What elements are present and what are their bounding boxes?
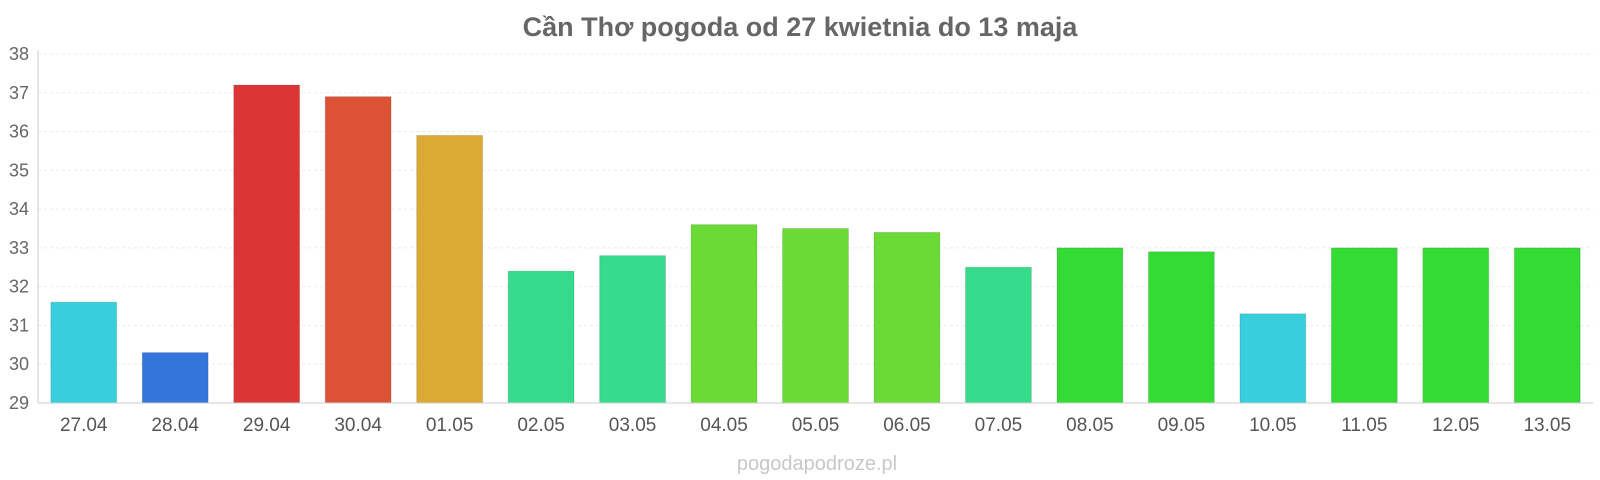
bar (1239, 313, 1307, 404)
y-tick-label: 34 (9, 199, 29, 219)
bars (50, 84, 1581, 404)
x-tick-label: 03.05 (609, 415, 657, 436)
x-tick-label: 09.05 (1158, 415, 1206, 436)
bar (50, 301, 118, 404)
x-tick-label: 02.05 (517, 415, 565, 436)
x-tick-label: 06.05 (883, 415, 931, 436)
x-tick-label: 11.05 (1341, 415, 1387, 436)
bar (233, 84, 301, 404)
x-tick-label: 08.05 (1066, 415, 1114, 436)
bar (1513, 247, 1581, 404)
bar (141, 352, 209, 404)
x-tick-label: 12.05 (1432, 415, 1480, 436)
bar (1056, 247, 1124, 404)
y-tick-label: 35 (9, 160, 29, 180)
x-tick-label: 10.05 (1249, 415, 1297, 436)
x-tick-label: 05.05 (792, 415, 840, 436)
y-tick-label: 31 (9, 315, 29, 335)
y-tick-label: 32 (9, 277, 29, 297)
bar (599, 255, 666, 404)
y-tick-label: 29 (9, 393, 29, 413)
bar (416, 134, 484, 404)
y-tick-label: 38 (9, 44, 29, 64)
x-tick-label: 01.05 (426, 415, 474, 436)
watermark: pogodapodroze.pl (737, 453, 897, 475)
y-tick-label: 33 (9, 238, 29, 258)
bar (507, 270, 575, 404)
bar (324, 96, 392, 404)
bar (873, 231, 941, 404)
x-tick-label: 29.04 (243, 415, 291, 436)
x-tick-label: 13.05 (1523, 415, 1571, 436)
x-tick-label: 30.04 (334, 415, 382, 436)
axes (37, 50, 1593, 404)
y-tick-label: 36 (9, 122, 29, 142)
y-axis-ticks: 29 30 31 32 33 34 35 36 37 38 (9, 44, 29, 413)
x-tick-label: 28.04 (151, 415, 199, 436)
x-axis-ticks: 27.04 28.04 29.04 30.04 01.05 02.05 03.05 04.05… (60, 415, 1571, 436)
bar (1330, 247, 1398, 404)
bar (690, 224, 758, 404)
bar (782, 228, 849, 404)
x-tick-label: 07.05 (975, 415, 1023, 436)
y-tick-label: 37 (9, 83, 29, 103)
y-tick-label: 30 (9, 354, 29, 374)
bar (1422, 247, 1490, 404)
x-tick-label: 27.04 (60, 415, 108, 436)
x-tick-label: 04.05 (700, 415, 748, 436)
bar (1147, 251, 1215, 404)
bar (965, 266, 1032, 404)
chart-title: Cần Thơ pogoda od 27 kwietnia do 13 maja (523, 12, 1079, 42)
